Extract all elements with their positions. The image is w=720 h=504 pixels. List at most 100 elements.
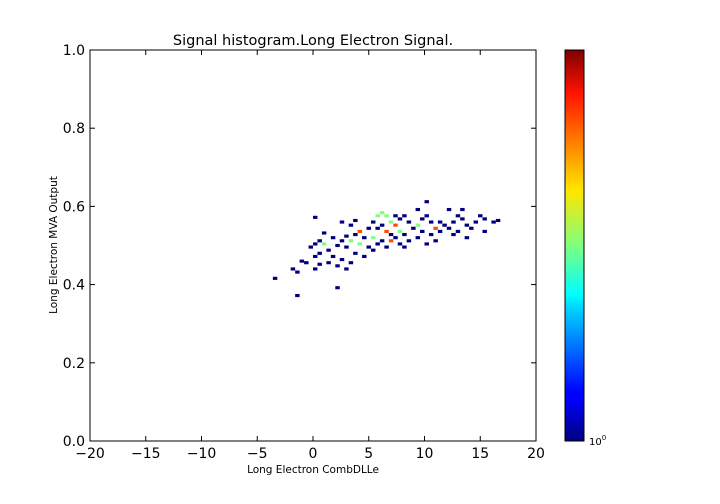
histogram-bin (299, 259, 305, 263)
histogram-bin (411, 226, 416, 230)
histogram-bin (357, 229, 363, 233)
histogram-bin (272, 276, 278, 280)
histogram-bin (464, 223, 470, 227)
histogram-bin (451, 220, 456, 224)
histogram-bin (384, 229, 389, 233)
histogram-bin (464, 236, 470, 240)
histogram-bin (375, 214, 380, 218)
x-tick-label: −15 (131, 446, 161, 462)
histogram-bin (482, 229, 487, 233)
histogram-bin (451, 232, 456, 237)
histogram-bin (375, 242, 380, 246)
histogram-bin (353, 218, 358, 223)
histogram-bin (402, 232, 407, 237)
histogram-bin (339, 220, 345, 224)
histogram-bin (290, 267, 296, 271)
histogram-bin (366, 226, 371, 230)
histogram-bin (397, 229, 403, 233)
histogram-bin (344, 234, 349, 238)
histogram-bin (388, 232, 394, 237)
histogram-bin (478, 214, 483, 218)
histogram-bin (317, 251, 322, 255)
histogram-bin (379, 239, 385, 243)
histogram-bin (321, 231, 327, 235)
histogram-bin (344, 245, 349, 249)
histogram-bin (335, 286, 340, 290)
colorbar (564, 49, 585, 442)
colorbar-tick-label: 100 (589, 434, 606, 448)
histogram-bins (272, 200, 501, 298)
histogram-bin (428, 220, 434, 224)
histogram-bin (460, 207, 465, 212)
histogram-bin (415, 236, 421, 240)
histogram-bin (446, 226, 452, 230)
x-axis: −20 −15 −10 −5 0 5 10 15 20 (75, 50, 545, 462)
histogram-bin (455, 229, 461, 233)
histogram-bin (353, 251, 358, 255)
histogram-bin (348, 239, 354, 243)
histogram-bin (317, 262, 322, 266)
histogram-bin (446, 207, 452, 212)
histogram-bin (313, 267, 318, 271)
histogram-bin (313, 215, 318, 219)
x-tick-label: 10 (416, 446, 434, 462)
histogram-bin (313, 242, 318, 246)
histogram-bin (406, 239, 412, 243)
histogram-bin (469, 226, 474, 230)
x-tick-label: −5 (247, 446, 268, 462)
histogram-bin (384, 245, 389, 249)
histogram-bin (406, 220, 412, 224)
histogram-bin (495, 218, 501, 223)
x-tick-label: 5 (364, 446, 373, 462)
histogram-bin (330, 254, 336, 259)
y-axis-label: Long Electron MVA Output (48, 176, 60, 314)
histogram-bin (335, 264, 340, 268)
histogram-bin (460, 217, 465, 221)
x-axis-label: Long Electron CombDLLe (247, 464, 379, 476)
histogram-bin (362, 236, 367, 240)
histogram-bin (415, 223, 421, 227)
histogram-bin (295, 293, 300, 298)
x-tick-label: 0 (309, 446, 318, 462)
histogram-bin (428, 232, 434, 237)
y-tick-label: 0.2 (63, 356, 85, 372)
histogram-bin (433, 239, 438, 243)
histogram-bin (393, 236, 398, 240)
histogram-bin (348, 223, 354, 227)
histogram-bin (370, 220, 376, 224)
x-tick-label: 20 (527, 446, 545, 462)
histogram-bin (335, 243, 340, 248)
histogram-bin (379, 211, 385, 215)
histogram-bin (388, 220, 394, 224)
histogram-bin (415, 207, 421, 212)
histogram-bin (424, 200, 429, 204)
x-tick-label: 15 (471, 446, 489, 462)
histogram-bin (420, 217, 425, 221)
histogram-bin (339, 258, 345, 262)
histogram-bin (353, 232, 358, 237)
histogram-bin (397, 217, 403, 221)
histogram-bin (491, 220, 496, 224)
histogram-bin (330, 236, 336, 240)
histogram-bin (393, 214, 398, 218)
y-tick-label: 0.0 (63, 434, 85, 450)
histogram-bin (326, 261, 331, 265)
y-tick-label: 0.6 (63, 199, 85, 215)
histogram-bin (455, 214, 461, 218)
chart-title: Signal histogram.Long Electron Signal. (173, 33, 453, 49)
histogram-bin (437, 220, 443, 224)
histogram-bin (433, 226, 438, 230)
y-tick-label: 1.0 (63, 43, 85, 59)
histogram-bin (370, 248, 376, 252)
histogram-bin (348, 261, 354, 265)
histogram-bin (482, 217, 487, 221)
histogram-bin (362, 254, 367, 259)
histogram-bin (321, 242, 327, 246)
histogram-bin (388, 239, 394, 243)
histogram-bin (326, 248, 331, 252)
histogram-bin (308, 245, 313, 249)
histogram-bin (295, 270, 300, 274)
histogram-bin (379, 223, 385, 227)
x-tick-label: −10 (187, 446, 217, 462)
histogram-bin (339, 239, 345, 243)
